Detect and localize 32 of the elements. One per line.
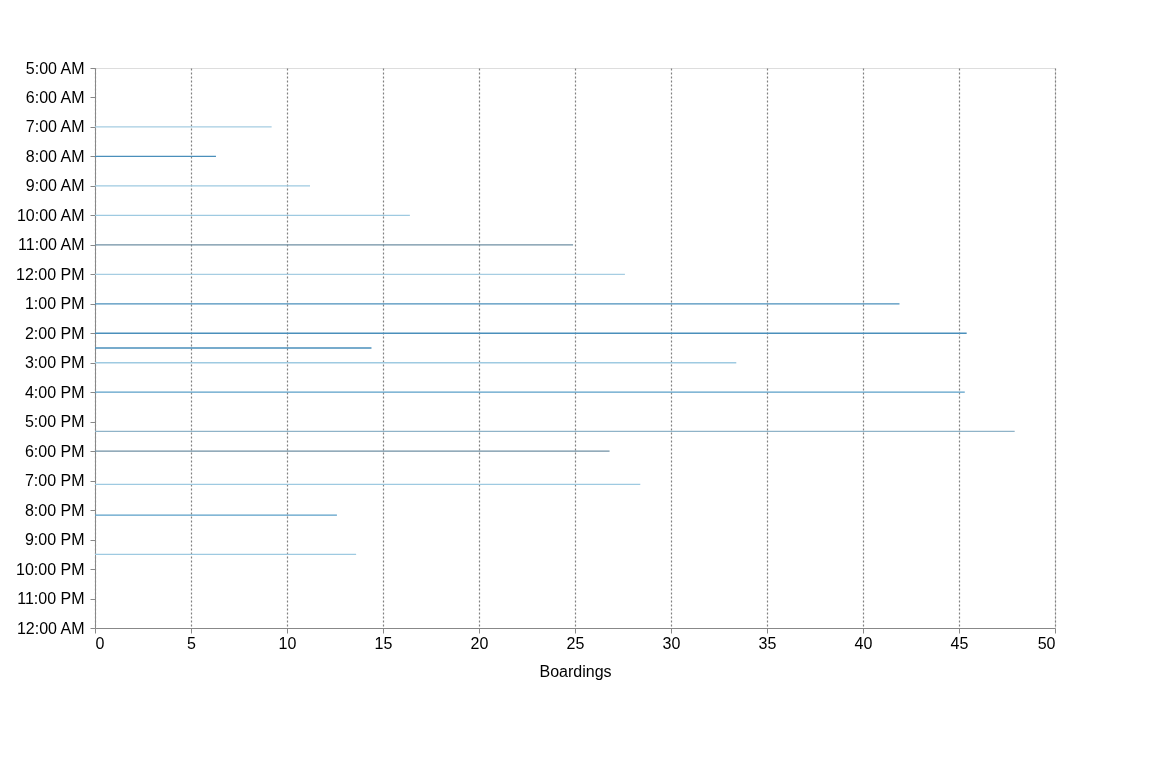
x-tick-label: 20 — [470, 634, 489, 652]
y-tick-label: 6:00 PM — [24, 442, 85, 460]
y-tick-label: 11:00 AM — [18, 236, 85, 254]
y-tick-label: 11:00 PM — [17, 590, 85, 608]
y-tick-label: 9:00 PM — [24, 531, 85, 549]
x-tick-label: 30 — [662, 634, 681, 652]
x-axis-title: Boardings — [539, 662, 612, 680]
y-tick-label: 9:00 AM — [25, 177, 85, 195]
y-tick-label: 2:00 PM — [24, 324, 85, 342]
y-tick-label: 3:00 PM — [24, 354, 85, 372]
y-tick-label: 12:00 PM — [16, 265, 85, 283]
x-tick-label: 25 — [566, 634, 585, 652]
y-tick-label: 1:00 PM — [24, 295, 85, 313]
x-tick-label: 50 — [1037, 634, 1056, 652]
x-tick-label: 45 — [950, 634, 969, 652]
x-tick-label: 5 — [187, 634, 197, 652]
y-tick-label: 5:00 AM — [25, 59, 85, 77]
y-tick-label: 12:00 AM — [16, 619, 85, 637]
x-tick-label: 10 — [278, 634, 297, 652]
y-tick-label: 5:00 PM — [24, 413, 85, 431]
y-tick-label: 4:00 PM — [24, 383, 85, 401]
x-tick-label: 35 — [758, 634, 777, 652]
y-tick-label: 8:00 AM — [25, 147, 85, 165]
y-tick-label: 8:00 PM — [24, 501, 85, 519]
y-tick-label: 7:00 PM — [24, 472, 85, 490]
x-tick-label: 15 — [374, 634, 393, 652]
y-tick-label: 6:00 AM — [25, 88, 85, 106]
y-tick-label: 10:00 AM — [16, 206, 85, 224]
y-tick-label: 7:00 AM — [25, 118, 85, 136]
x-tick-label: 40 — [854, 634, 873, 652]
x-tick-label: 0 — [95, 634, 105, 652]
y-tick-label: 10:00 PM — [16, 560, 85, 578]
